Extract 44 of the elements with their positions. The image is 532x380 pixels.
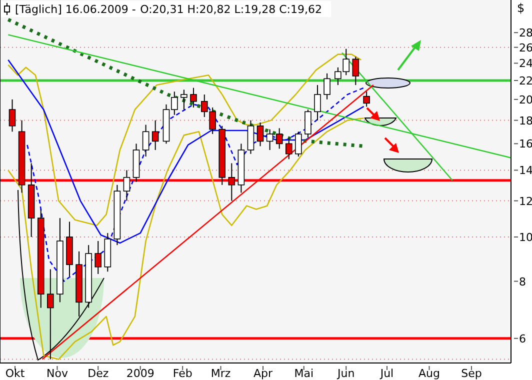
candlestick — [295, 131, 302, 157]
x-tick-label: Nov — [46, 367, 68, 380]
candlestick — [47, 268, 54, 360]
y-tick-label: 22 — [519, 74, 532, 88]
y-tick-label: 6 — [519, 332, 526, 346]
candlestick — [256, 122, 264, 147]
candlestick — [180, 89, 188, 110]
candlestick — [94, 240, 102, 274]
candlestick — [363, 90, 370, 108]
candlestick — [304, 109, 312, 138]
candlestick — [123, 170, 130, 202]
x-tick-label: Mai — [294, 367, 314, 380]
x-tick-label: 2009 — [126, 367, 154, 380]
y-tick-label: 20 — [519, 93, 532, 106]
candlestick — [266, 128, 274, 150]
x-tick-label: Okt — [5, 367, 26, 380]
candlestick — [276, 128, 283, 150]
chart-title: [Täglich] 16.06.2009 - — [15, 3, 136, 16]
candlestick — [152, 120, 159, 150]
candlestick — [324, 72, 330, 100]
candlestick — [190, 87, 197, 108]
y-tick-label: 28 — [519, 26, 532, 40]
x-tick-label: Feb — [172, 367, 192, 380]
x-tick-label: Dez — [88, 367, 109, 380]
y-tick-label: 12 — [519, 194, 532, 208]
candlestick — [352, 56, 360, 86]
x-tick-label: Jun — [336, 367, 355, 380]
x-tick-label: Mrz — [210, 367, 231, 380]
y-tick-label: 16 — [519, 138, 532, 151]
x-tick-label: Aug — [418, 367, 440, 380]
y-tick-label: 10 — [519, 230, 532, 244]
candlestick — [228, 162, 236, 202]
y-tick-label: 18 — [519, 114, 532, 128]
y-axis-title: $ — [517, 1, 525, 15]
y-tick-label: 8 — [519, 275, 526, 288]
candlestick — [285, 137, 292, 160]
candlestick — [314, 84, 321, 121]
candlestick — [8, 98, 16, 132]
candlestick — [142, 124, 150, 157]
x-tick-label: Sep — [461, 367, 482, 380]
y-tick-label: 26 — [519, 41, 532, 54]
x-tick-label: Jul — [379, 367, 394, 380]
x-tick-label: Apr — [253, 367, 273, 380]
chart-subtitle: O:20,31 H:20,82 L:19,28 C:19,62 — [140, 3, 322, 16]
